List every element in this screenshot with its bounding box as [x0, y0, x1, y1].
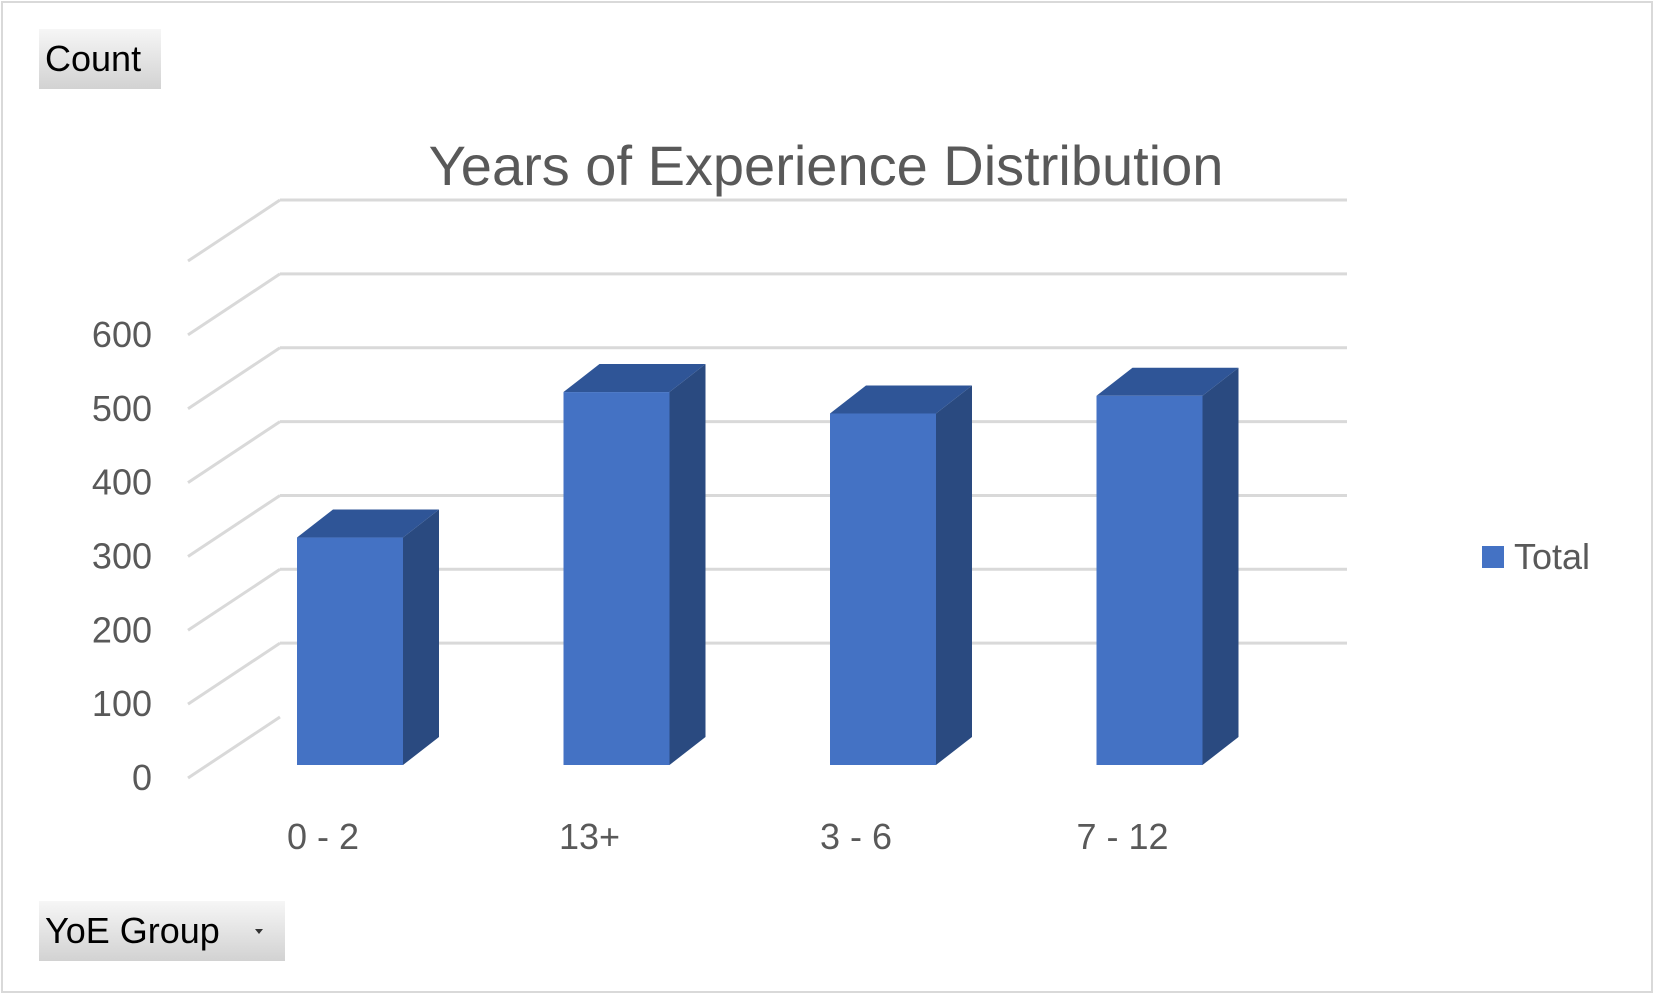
bars-layer: [297, 364, 1239, 765]
bar-side: [936, 385, 972, 765]
axis-field-label: YoE Group: [45, 910, 220, 951]
gridline-side: [188, 348, 280, 409]
y-tick-label: 100: [92, 683, 152, 724]
x-tick-label: 7 - 12: [1076, 816, 1168, 857]
bar[interactable]: [1097, 368, 1239, 765]
x-tick-label: 3 - 6: [820, 816, 892, 857]
value-field-label: Count: [45, 38, 141, 79]
gridline-side: [188, 717, 280, 778]
bar[interactable]: [297, 510, 439, 765]
legend-label: Total: [1514, 536, 1590, 577]
bar-front: [564, 392, 670, 765]
legend-swatch: [1482, 546, 1504, 568]
y-tick-label: 500: [92, 388, 152, 429]
dropdown-arrow-icon[interactable]: [255, 929, 263, 934]
legend[interactable]: Total: [1482, 536, 1590, 577]
gridline-side: [188, 422, 280, 483]
bar[interactable]: [564, 364, 706, 765]
gridline-side: [188, 569, 280, 630]
y-tick-label: 400: [92, 462, 152, 503]
chart-title: Years of Experience Distribution: [429, 134, 1224, 197]
y-tick-label: 200: [92, 609, 152, 650]
bar-front: [297, 538, 403, 765]
bar-front: [830, 413, 936, 765]
y-tick-label: 0: [132, 757, 152, 798]
x-tick-label: 13+: [559, 816, 620, 857]
gridline-side: [188, 274, 280, 335]
bar-side: [670, 364, 706, 765]
x-tick-label: 0 - 2: [287, 816, 359, 857]
gridline-side: [188, 200, 280, 261]
gridline-side: [188, 643, 280, 704]
bar-side: [1203, 368, 1239, 765]
y-tick-label: 300: [92, 535, 152, 576]
gridline-side: [188, 495, 280, 556]
bar-side: [403, 510, 439, 765]
y-tick-label: 600: [92, 314, 152, 355]
axis-field-button[interactable]: YoE Group: [39, 901, 285, 961]
bar[interactable]: [830, 385, 972, 765]
bar-front: [1097, 396, 1203, 765]
value-field-button[interactable]: Count: [39, 29, 161, 89]
